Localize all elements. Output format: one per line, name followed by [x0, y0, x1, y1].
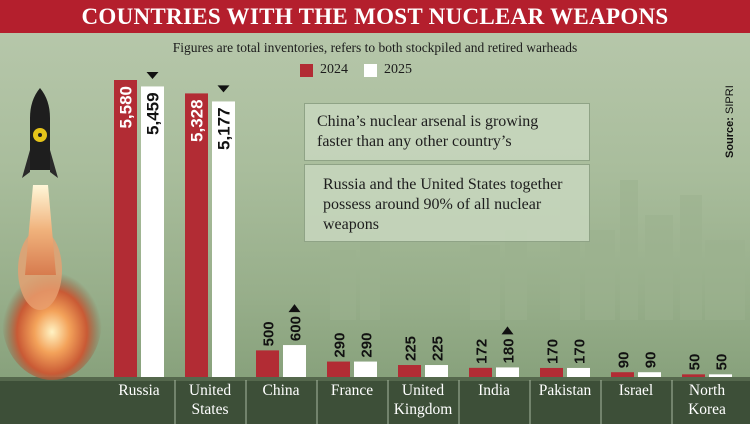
category-label-india: India	[478, 382, 510, 399]
legend-label-2024: 2024	[320, 62, 348, 77]
bar-russia-2025	[141, 86, 164, 378]
legend-label-2025: 2025	[384, 62, 412, 77]
annotation-russia-us: Russia and the United States together po…	[304, 164, 590, 242]
bar-israel-2025	[638, 372, 661, 377]
missile-illustration	[2, 88, 102, 380]
value-label-china-2025: 600	[288, 316, 305, 341]
bar-pakistan-2024	[540, 367, 563, 377]
bar-united-kingdom-2024	[398, 365, 421, 377]
bar-israel-2024	[611, 372, 634, 377]
missile-fins	[22, 150, 58, 178]
category-label-france: France	[331, 382, 373, 399]
radiation-icon-center	[38, 133, 42, 137]
trend-arrow-china-up	[288, 304, 301, 313]
category-label-pakistan: Pakistan	[539, 382, 592, 399]
bar-russia-2024	[114, 80, 137, 377]
source-value: SIPRI	[724, 85, 736, 114]
source-label: Source:	[724, 117, 736, 158]
value-label-france-2024: 290	[332, 333, 349, 358]
bar-china-2025	[283, 345, 306, 377]
city-skyline	[330, 180, 745, 320]
value-label-india-2024: 172	[474, 339, 491, 364]
bar-north-korea-2024	[682, 374, 705, 377]
value-label-north-korea-2024: 50	[687, 354, 704, 371]
ground-edge	[0, 377, 750, 381]
legend-swatch-2024	[300, 63, 313, 77]
bar-pakistan-2025	[567, 367, 590, 377]
value-label-israel-2025: 90	[643, 352, 660, 369]
category-label-united-states-line2: States	[191, 401, 228, 418]
legend: 2024 2025	[300, 62, 428, 78]
trend-arrow-india-up	[501, 326, 514, 335]
legend-item-2024: 2024	[300, 62, 348, 78]
source-credit: Source: SIPRI	[724, 78, 740, 158]
value-label-united-kingdom-2025: 225	[430, 336, 447, 361]
value-label-north-korea-2025: 50	[714, 354, 731, 371]
category-label-north-korea-line1: North	[689, 382, 725, 399]
category-label-united-states-line1: United	[189, 382, 231, 399]
value-label-india-2025: 180	[501, 338, 518, 363]
bar-united-kingdom-2025	[425, 365, 448, 377]
bar-india-2025	[496, 367, 519, 377]
category-label-china: China	[262, 382, 299, 399]
bar-france-2024	[327, 361, 350, 377]
bar-china-2024	[256, 350, 279, 377]
trend-arrow-russia-down	[146, 72, 159, 79]
category-label-russia: Russia	[118, 382, 159, 399]
value-label-united-kingdom-2024: 225	[403, 336, 420, 361]
chart-title: COUNTRIES WITH THE MOST NUCLEAR WEAPONS	[0, 0, 750, 33]
bar-united-states-2024	[185, 93, 208, 377]
value-label-israel-2024: 90	[616, 352, 633, 369]
value-label-france-2025: 290	[359, 333, 376, 358]
value-label-china-2024: 500	[261, 321, 278, 346]
value-label-pakistan-2024: 170	[545, 339, 562, 364]
exhaust-trail	[25, 185, 56, 275]
value-label-united-states-2024: 5,328	[188, 99, 207, 142]
legend-item-2025: 2025	[364, 62, 412, 78]
bar-north-korea-2025	[709, 374, 732, 377]
bar-india-2024	[469, 367, 492, 377]
value-label-united-states-2025: 5,177	[215, 107, 234, 150]
annotation-china: China’s nuclear arsenal is growing faste…	[304, 103, 590, 161]
value-label-russia-2024: 5,580	[117, 86, 136, 129]
bar-france-2025	[354, 361, 377, 377]
category-label-united-kingdom-line2: Kingdom	[394, 401, 453, 418]
value-label-pakistan-2025: 170	[572, 339, 589, 364]
ground	[0, 377, 750, 424]
legend-swatch-2025	[364, 63, 377, 77]
bar-united-states-2025	[212, 101, 235, 377]
category-label-israel: Israel	[619, 382, 653, 399]
value-label-russia-2025: 5,459	[144, 92, 163, 135]
plot-area: 5,580 5,459 Russia 5,328 5,177 United States 50…	[114, 72, 732, 424]
category-label-north-korea-line2: Korea	[688, 401, 726, 418]
trend-arrow-united-states-down	[217, 85, 230, 93]
category-label-united-kingdom-line1: United	[402, 382, 444, 399]
chart-subtitle: Figures are total inventories, refers to…	[172, 40, 578, 55]
